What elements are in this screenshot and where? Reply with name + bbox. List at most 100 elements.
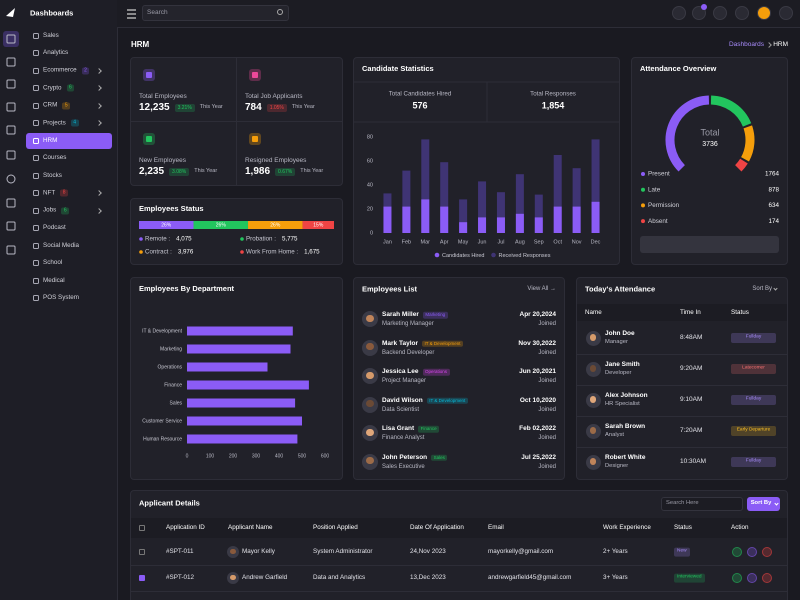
employee-name: John Peterson	[382, 453, 428, 461]
divider	[130, 121, 343, 122]
nav-item[interactable]: Crypto 6	[43, 84, 75, 92]
column-header: Status	[674, 523, 692, 531]
avatar-face	[589, 426, 597, 434]
nav-item[interactable]: Social Media	[43, 242, 79, 249]
logo	[6, 8, 15, 17]
stat-value: 784	[245, 102, 262, 113]
department-tag: Sales	[431, 454, 448, 461]
nav-item[interactable]: NFT 8	[43, 189, 69, 197]
breadcrumb-sep	[766, 42, 772, 48]
nav-item[interactable]: Stocks	[43, 172, 62, 179]
topbar-icon[interactable]	[672, 6, 686, 20]
employee-name-row: Sarah Miller Marketing	[382, 311, 448, 319]
nav-item[interactable]: Analytics	[43, 49, 69, 57]
avatar-face	[589, 333, 597, 341]
topbar-icon[interactable]	[735, 6, 749, 20]
time-in: 10:30AM	[680, 457, 707, 465]
nav-item[interactable]: Ecommerce 2	[43, 67, 90, 75]
avatar-face	[366, 371, 374, 379]
nav-item[interactable]: Medical	[43, 277, 65, 284]
time-in: 9:20AM	[680, 364, 703, 372]
time-in: 7:20AM	[680, 426, 703, 434]
view-all[interactable]: View All →	[527, 286, 556, 292]
nav-item[interactable]: Courses	[43, 154, 66, 161]
nav-icon	[33, 33, 39, 39]
action-button[interactable]	[747, 547, 757, 557]
action-button[interactable]	[762, 547, 772, 557]
chart-card	[130, 277, 343, 480]
nav-label: NFT	[43, 189, 56, 197]
department-tag: IT & Development	[422, 340, 463, 347]
employee-role: Sales Executive	[382, 463, 425, 470]
stat-change: 3.08%	[169, 168, 190, 176]
nav-icon	[33, 260, 39, 267]
checkbox[interactable]	[139, 575, 145, 581]
join-status: Joined	[538, 321, 556, 327]
stat-row: 784 1.05% This Year	[245, 103, 315, 113]
applicant-name: Mayor Kelly	[242, 547, 275, 555]
employees-list-card	[353, 277, 565, 480]
search-placeholder[interactable]: Search Here	[666, 500, 699, 507]
nav-label: Crypto	[43, 84, 62, 92]
applicant-name: Andrew Garfield	[242, 573, 288, 581]
stats-button[interactable]	[640, 236, 779, 253]
nav-icon	[33, 85, 39, 92]
avatar-face	[230, 574, 236, 581]
search-box[interactable]	[142, 5, 289, 21]
card-title: Employees List	[362, 284, 418, 294]
attendee-role: HR Specialist	[605, 401, 640, 408]
stat-value: 12,235	[139, 102, 170, 113]
join-date: Jun 20,2021	[519, 367, 556, 375]
sort-by[interactable]: Sort By	[752, 286, 772, 292]
action-button[interactable]	[747, 573, 757, 583]
action-button[interactable]	[732, 547, 742, 557]
column-header: Time In	[680, 308, 701, 316]
attendee-role: Manager	[605, 339, 628, 346]
nav-label: Analytics	[43, 49, 69, 57]
column-header: Action	[731, 523, 749, 531]
application-id: #SPT-011	[166, 547, 194, 555]
checkbox[interactable]	[139, 525, 145, 531]
experience: 3+ Years	[603, 573, 628, 581]
employee-name: Mark Taylor	[382, 339, 419, 347]
nav-icon	[33, 295, 39, 302]
nav-item[interactable]: Jobs 6	[43, 207, 70, 215]
breadcrumb-link[interactable]: Dashboards	[728, 40, 764, 48]
status-badge	[731, 426, 776, 436]
join-date: Apr 20,2024	[519, 310, 557, 318]
email: andrewgarfield45@gmail.com	[488, 573, 572, 581]
status-label: Fullday	[745, 334, 762, 340]
nav-item[interactable]: School	[43, 259, 62, 266]
action-button[interactable]	[732, 573, 742, 583]
status-badge	[731, 457, 776, 467]
stat-period: This Year	[300, 168, 324, 175]
employee-role: Finance Analyst	[382, 435, 425, 441]
topbar-icon[interactable]	[757, 6, 771, 20]
rail-active	[3, 31, 19, 47]
nav-icon	[33, 120, 39, 127]
action-button[interactable]	[762, 573, 772, 583]
search-box[interactable]	[661, 497, 743, 511]
column-header: Work Experience	[603, 523, 651, 531]
nav-item[interactable]: Podcast	[43, 224, 66, 232]
sort-label[interactable]: Sort By	[750, 500, 772, 507]
nav-label: CRM	[43, 101, 58, 109]
topbar-icon[interactable]	[713, 6, 727, 20]
search-placeholder[interactable]: Search	[147, 8, 168, 16]
nav-item[interactable]: CRM 5	[43, 101, 71, 110]
stat-icon	[252, 136, 258, 142]
checkbox[interactable]	[139, 549, 145, 555]
sort-button[interactable]	[747, 497, 780, 511]
nav-badge: 8	[60, 189, 69, 197]
topbar-icon[interactable]	[779, 6, 793, 20]
nav-label: Podcast	[43, 224, 66, 232]
nav-item[interactable]: Sales	[43, 32, 59, 39]
nav-item[interactable]: Projects 4	[43, 119, 79, 127]
column-header: Application ID	[166, 523, 205, 531]
nav-icon	[33, 67, 39, 74]
nav-item[interactable]: HRM	[43, 137, 57, 144]
menu-icon[interactable]	[125, 7, 139, 21]
stat-row: 12,235 3.21% This Year	[139, 103, 223, 113]
nav-badge: 5	[62, 102, 71, 110]
nav-item[interactable]: POS System	[43, 294, 79, 301]
